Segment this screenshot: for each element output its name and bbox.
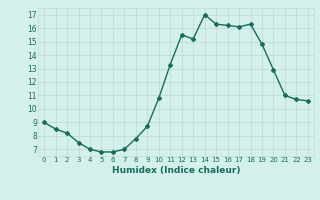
X-axis label: Humidex (Indice chaleur): Humidex (Indice chaleur) [112, 166, 240, 175]
